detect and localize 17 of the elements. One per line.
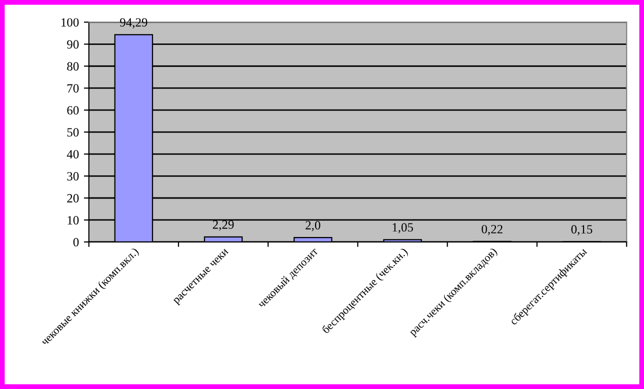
data-label: 94,29 bbox=[120, 18, 148, 28]
y-tick-label: 50 bbox=[67, 128, 79, 137]
y-tick-label: 80 bbox=[67, 62, 79, 71]
data-label: 0,22 bbox=[482, 224, 502, 236]
data-label: 0,15 bbox=[571, 225, 592, 236]
data-label: 1,05 bbox=[392, 223, 414, 234]
y-tick-label: 40 bbox=[66, 150, 79, 159]
data-label: 2,29 bbox=[212, 220, 234, 231]
y-tick-label: 10 bbox=[68, 216, 79, 224]
y-tick-label: 70 bbox=[67, 84, 79, 93]
y-tick-label: 20 bbox=[67, 194, 79, 202]
y-tick-label: 30 bbox=[67, 172, 79, 180]
data-label: 2,0 bbox=[306, 221, 320, 232]
y-tick-label: 90 bbox=[67, 40, 79, 49]
y-tick-label: 100 bbox=[62, 18, 79, 27]
y-tick-label: 0 bbox=[73, 238, 79, 246]
y-tick-label: 60 bbox=[67, 106, 79, 115]
